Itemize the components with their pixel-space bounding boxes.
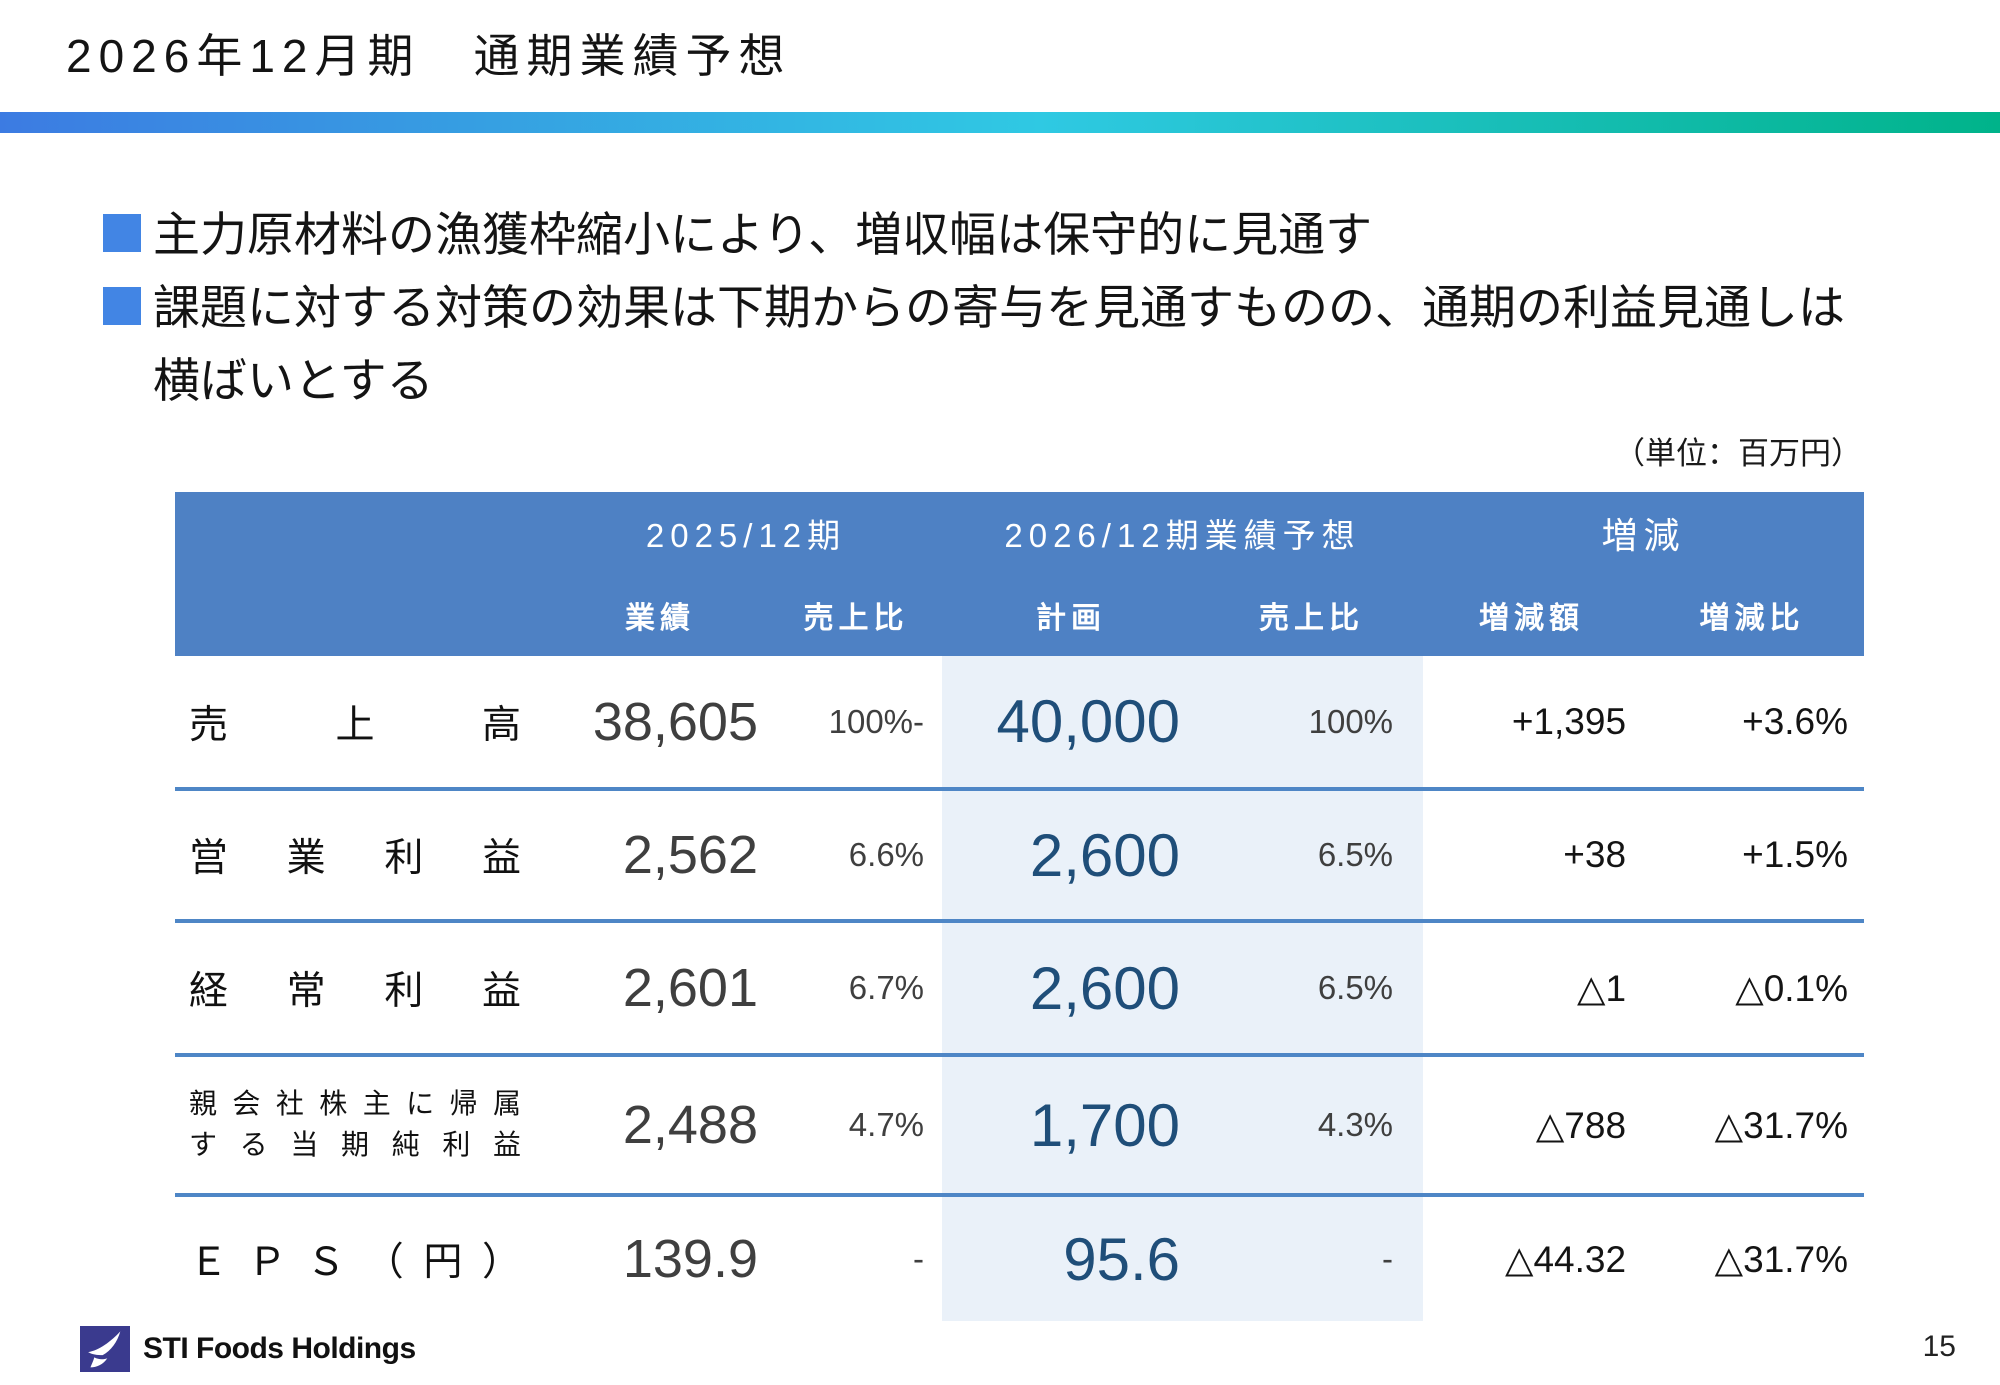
unit-label: （単位：百万円） [1614,436,1862,471]
cell-actual-ratio: 6.7% [770,921,943,1057]
title-underline-gradient-bar [0,112,2000,133]
cell-actual: 2,488 [550,1055,770,1197]
table-row-ordinary-income: 経常利益 2,601 6.7% 2,600 6.5% △1 △0.1% [175,921,1865,1057]
header-group-2025: 2025/12期 [550,492,943,574]
header-group-change: 増減 [1423,492,1865,574]
cell-plan: 2,600 [942,921,1201,1057]
cell-plan: 2,600 [942,789,1201,923]
square-bullet-icon [103,287,141,325]
page-title: 2026年12月期 通期業績予想 [66,30,792,82]
summary-bullets: 主力原材料の漁獲枠縮小により、増収幅は保守的に見通す 課題に対する対策の効果は下… [103,198,1933,417]
header-column-row: 業績 売上比 計画 売上比 増減額 増減比 [175,574,1865,656]
cell-change-ratio: △31.7% [1714,1238,1849,1280]
cell-plan-ratio: 100% [1200,656,1424,791]
col-header-actual: 業績 [550,574,770,656]
table-row-eps: ＥＰＳ（円） 139.9 - 95.6 - △44.32 △31.7% [175,1195,1864,1321]
cell-change-amount: +1,395 [1423,656,1641,791]
cell-change-ratio: △31.7% [1640,1055,1865,1197]
cell-plan-ratio: 6.5% [1200,789,1424,923]
page-number: 15 [1922,1330,1956,1363]
cell-change-ratio: +3.6% [1640,656,1865,791]
row-label: 親会社株主に帰属 する当期純利益 [175,1055,550,1197]
col-header-actual-ratio: 売上比 [770,574,943,656]
cell-plan: 40,000 [942,656,1201,791]
header-group-row: 2025/12期 2026/12期業績予想 増減 [175,492,1865,574]
row-label: 経常利益 [175,921,550,1057]
cell-plan-ratio: - [1382,1240,1394,1277]
col-header-change-ratio: 増減比 [1640,574,1865,656]
col-header-plan: 計画 [942,574,1201,656]
bullet-item: 主力原材料の漁獲枠縮小により、増収幅は保守的に見通す [103,198,1933,271]
header-blank-cell [175,574,550,656]
cell-change-amount: △1 [1423,921,1641,1057]
col-header-change-amount: 増減額 [1423,574,1641,656]
bullet-text: 課題に対する対策の効果は下期からの寄与を見通すものの、通期の利益見通しは 横ばい… [153,281,1845,407]
row-label: 営業利益 [175,789,550,923]
bullet-item: 課題に対する対策の効果は下期からの寄与を見通すものの、通期の利益見通しは 横ばい… [103,271,1933,417]
square-bullet-icon [103,214,141,252]
cell-change-ratio: +1.5% [1640,789,1865,923]
cell-change-amount: △44.32 [1504,1238,1627,1280]
header-blank-cell [175,492,550,574]
sti-swoosh-icon [80,1326,130,1372]
company-logo: STI Foods Holdings [80,1326,416,1372]
cell-plan: 1,700 [942,1055,1201,1197]
cell-change-ratio: △0.1% [1640,921,1865,1057]
cell-change-amount: △788 [1423,1055,1641,1197]
forecast-table: 2025/12期 2026/12期業績予想 増減 業績 売上比 計画 売上比 増… [175,492,1865,1321]
logo-text: STI Foods Holdings [143,1332,416,1365]
table-row-operating-income: 営業利益 2,562 6.6% 2,600 6.5% +38 +1.5% [175,789,1865,923]
cell-actual: 38,605 [550,656,770,791]
table-row-net-income-attributable-to-parent: 親会社株主に帰属 する当期純利益 2,488 4.7% 1,700 4.3% △… [175,1055,1865,1197]
cell-actual: 139.9 [622,1229,758,1289]
row-label: 売上高 [175,656,550,791]
col-header-plan-ratio: 売上比 [1200,574,1424,656]
cell-actual: 2,562 [550,789,770,923]
cell-plan: 95.6 [1063,1225,1181,1293]
cell-actual-ratio: 6.6% [770,789,943,923]
cell-change-amount: +38 [1423,789,1641,923]
header-group-2026-forecast: 2026/12期業績予想 [942,492,1424,574]
cell-actual: 2,601 [550,921,770,1057]
cell-actual-ratio: 4.7% [770,1055,943,1197]
bullet-text: 主力原材料の漁獲枠縮小により、増収幅は保守的に見通す [153,208,1373,261]
row-label: ＥＰＳ（円） [189,1241,521,1284]
cell-actual-ratio: 100%- [770,656,943,791]
cell-plan-ratio: 4.3% [1200,1055,1424,1197]
cell-plan-ratio: 6.5% [1200,921,1424,1057]
table-row-net-sales: 売上高 38,605 100%- 40,000 100% +1,395 +3.6… [175,656,1865,791]
cell-actual-ratio: - [913,1240,925,1277]
